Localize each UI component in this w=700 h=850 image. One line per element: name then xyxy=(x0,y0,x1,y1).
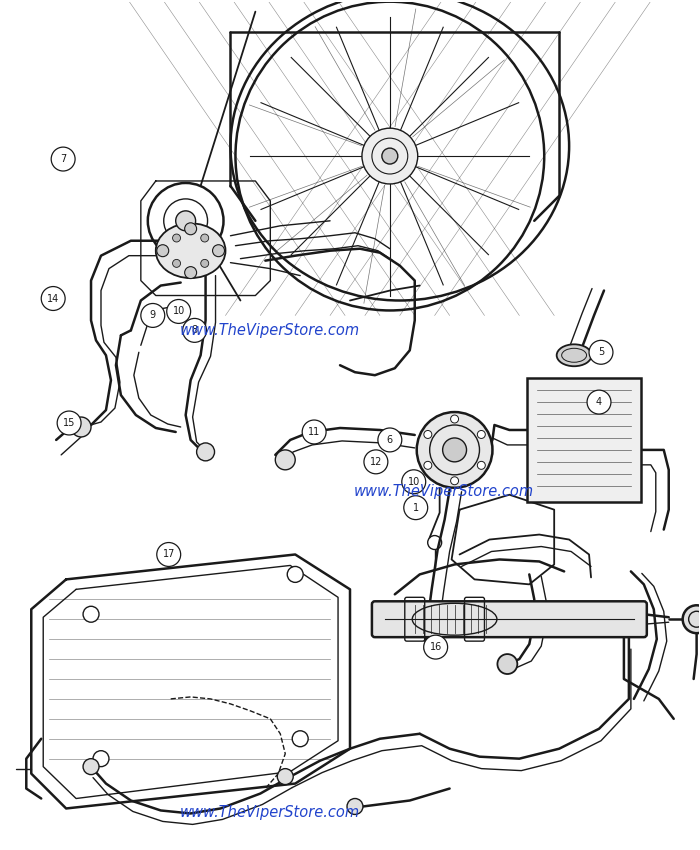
Text: 10: 10 xyxy=(407,477,420,487)
Circle shape xyxy=(141,303,164,327)
Circle shape xyxy=(157,245,169,257)
Text: 17: 17 xyxy=(162,549,175,559)
Circle shape xyxy=(451,477,458,484)
Circle shape xyxy=(183,319,206,343)
FancyBboxPatch shape xyxy=(527,378,640,502)
Text: 4: 4 xyxy=(596,397,602,407)
Circle shape xyxy=(176,211,195,230)
Circle shape xyxy=(275,450,295,470)
Circle shape xyxy=(185,267,197,279)
Circle shape xyxy=(277,768,293,785)
Circle shape xyxy=(589,340,613,365)
Circle shape xyxy=(477,462,485,469)
Circle shape xyxy=(402,470,426,494)
Text: www.TheViperStore.com: www.TheViperStore.com xyxy=(180,323,360,337)
Circle shape xyxy=(404,496,428,519)
Circle shape xyxy=(213,245,225,257)
Ellipse shape xyxy=(556,344,592,366)
Circle shape xyxy=(378,428,402,452)
Text: 15: 15 xyxy=(63,418,76,428)
Text: 12: 12 xyxy=(370,456,382,467)
Circle shape xyxy=(83,606,99,622)
Text: 5: 5 xyxy=(598,348,604,357)
Circle shape xyxy=(382,148,398,164)
Circle shape xyxy=(292,731,308,746)
Circle shape xyxy=(93,751,109,767)
Circle shape xyxy=(424,462,432,469)
Text: www.TheViperStore.com: www.TheViperStore.com xyxy=(354,484,534,499)
Text: 7: 7 xyxy=(60,154,66,164)
Circle shape xyxy=(157,542,181,566)
Text: 10: 10 xyxy=(173,307,185,316)
Text: 6: 6 xyxy=(387,435,393,445)
Circle shape xyxy=(498,654,517,674)
Circle shape xyxy=(197,443,214,461)
Circle shape xyxy=(83,759,99,774)
Circle shape xyxy=(424,635,447,659)
Circle shape xyxy=(71,417,91,437)
Circle shape xyxy=(57,411,81,435)
Circle shape xyxy=(201,234,209,242)
Circle shape xyxy=(364,450,388,473)
Text: www.TheViperStore.com: www.TheViperStore.com xyxy=(180,805,360,820)
Circle shape xyxy=(347,798,363,814)
Circle shape xyxy=(451,415,458,423)
Circle shape xyxy=(587,390,611,414)
Circle shape xyxy=(287,566,303,582)
Circle shape xyxy=(362,128,418,184)
FancyBboxPatch shape xyxy=(372,601,647,638)
Text: 8: 8 xyxy=(192,326,197,336)
Circle shape xyxy=(442,438,466,462)
Text: 1: 1 xyxy=(413,502,419,513)
Circle shape xyxy=(173,259,181,268)
Text: 16: 16 xyxy=(430,642,442,652)
Circle shape xyxy=(302,420,326,444)
Text: 14: 14 xyxy=(47,293,60,303)
Text: 9: 9 xyxy=(150,310,156,320)
Circle shape xyxy=(167,299,190,323)
Circle shape xyxy=(477,430,485,439)
Circle shape xyxy=(41,286,65,310)
Ellipse shape xyxy=(156,224,225,278)
Circle shape xyxy=(173,234,181,242)
Circle shape xyxy=(682,605,700,633)
Circle shape xyxy=(416,412,492,488)
Circle shape xyxy=(201,259,209,268)
Circle shape xyxy=(424,430,432,439)
Text: 11: 11 xyxy=(308,427,321,437)
Circle shape xyxy=(185,223,197,235)
Circle shape xyxy=(51,147,75,171)
